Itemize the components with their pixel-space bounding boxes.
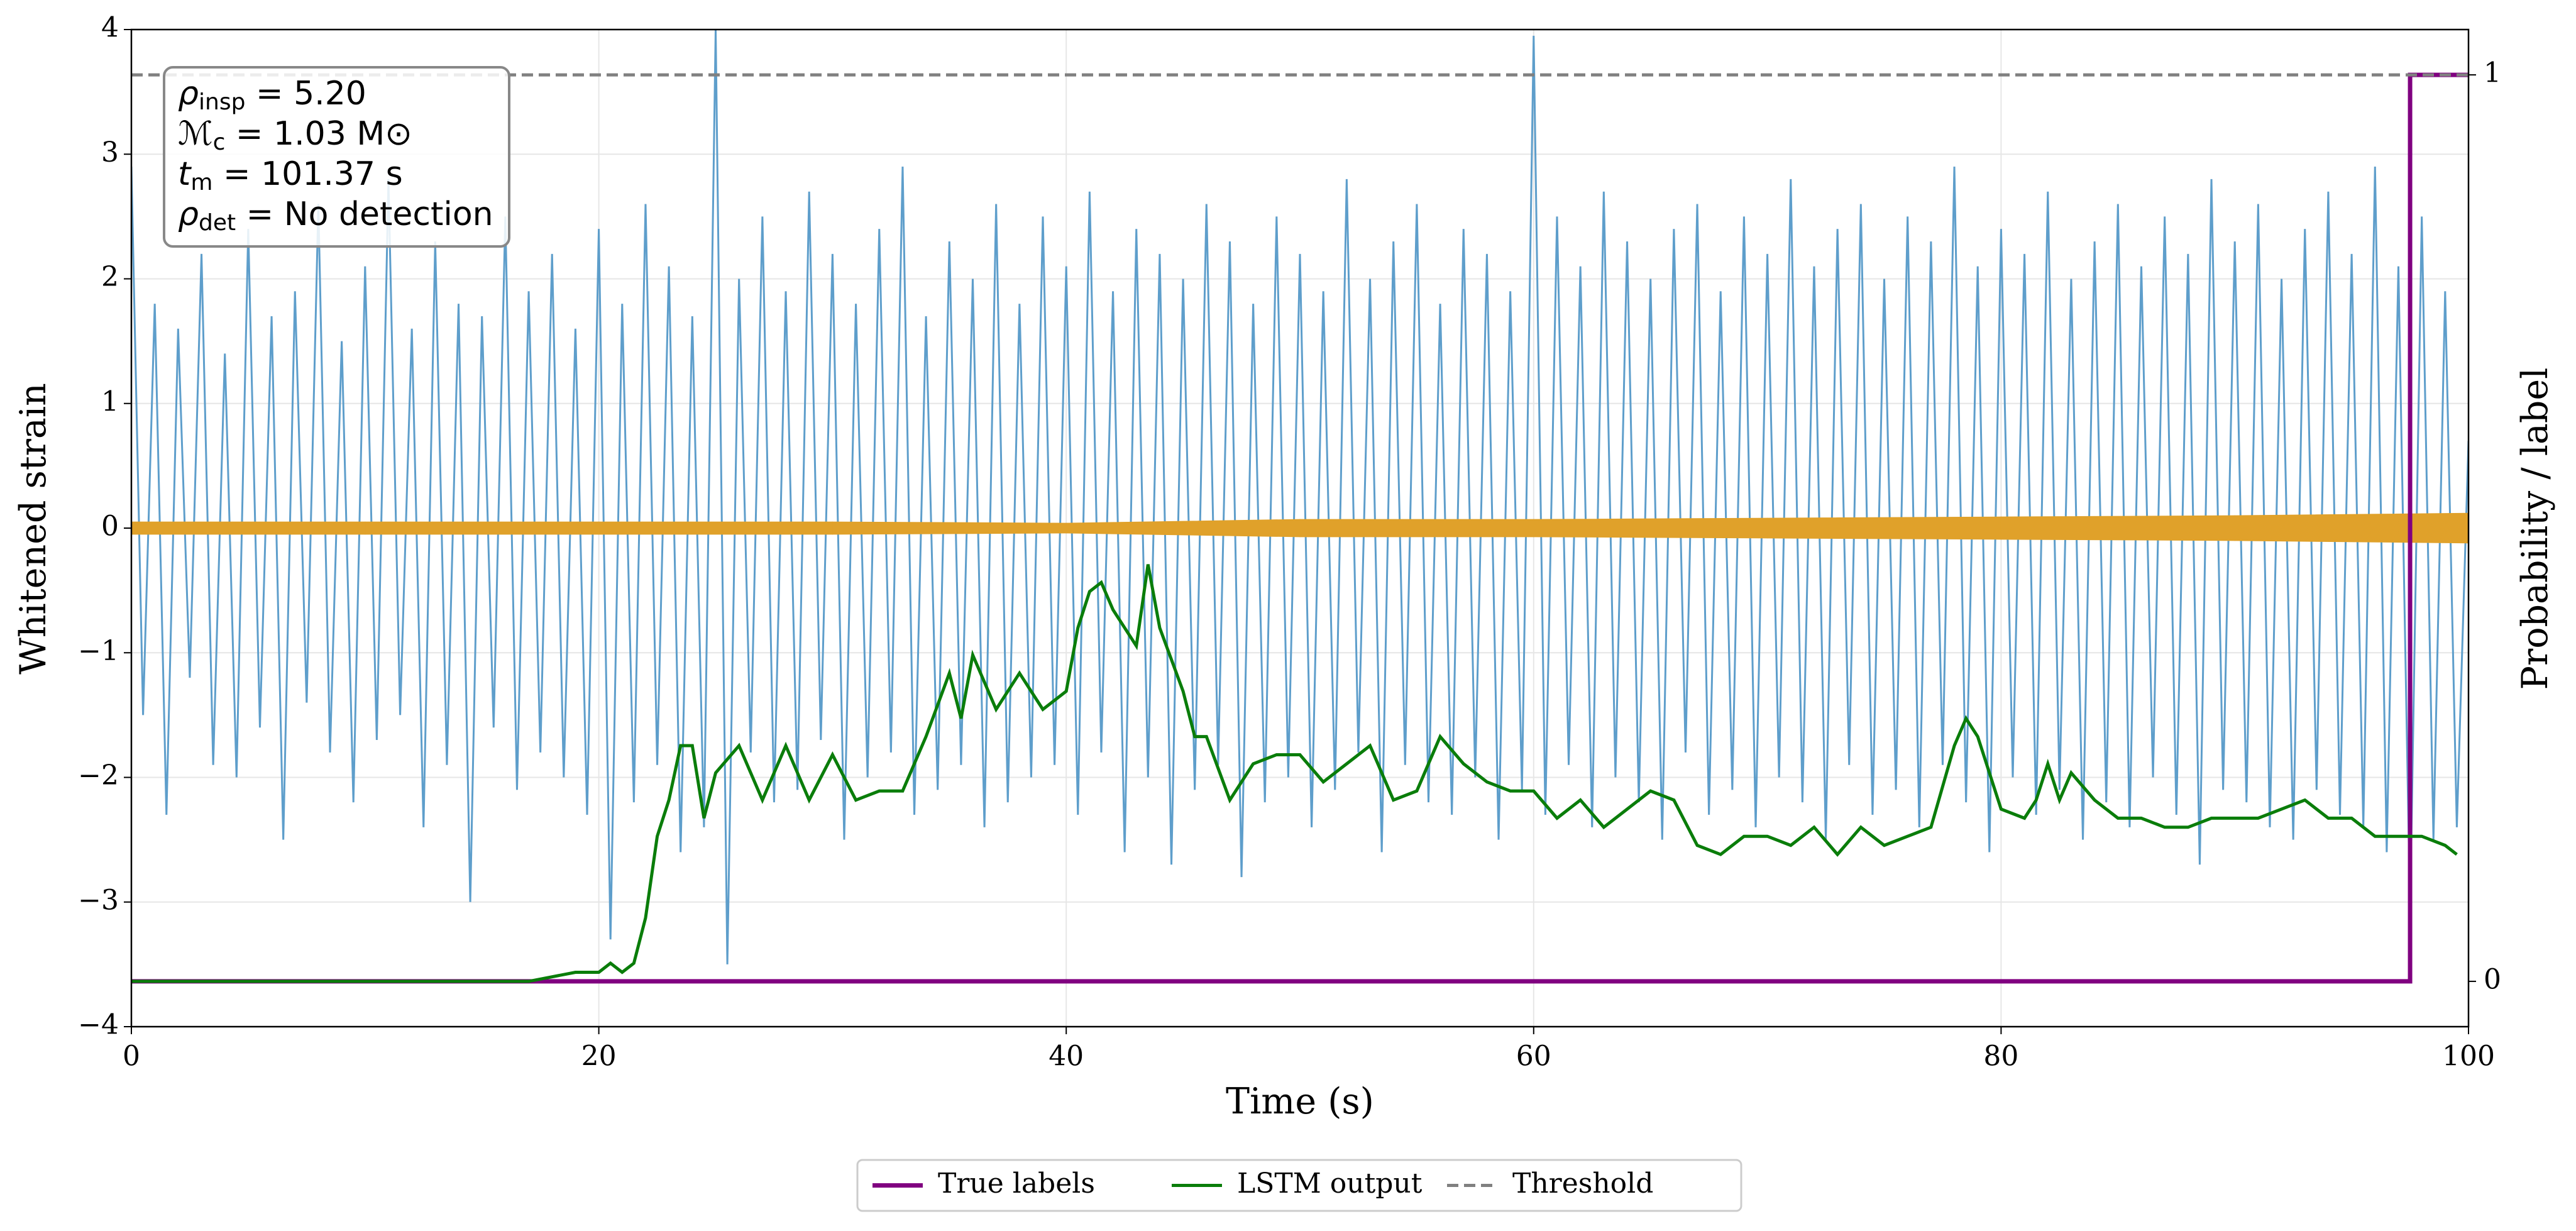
annotation-value: = 101.37 s — [212, 155, 402, 193]
y-tick-label: 2 — [101, 261, 119, 293]
annotation-symbol: ρ — [178, 75, 199, 113]
y-tick-label: 1 — [101, 385, 119, 417]
annotation-line: tm = 101.37 s — [178, 155, 403, 196]
annotation-subscript: m — [190, 170, 212, 196]
signal-band — [2000, 515, 2235, 541]
legend-label: True labels — [938, 1168, 1095, 1200]
annotation-value: = 1.03 M⊙ — [225, 115, 412, 153]
y-axis-label: Whitened strain — [13, 383, 54, 675]
x-axis-label: Time (s) — [1226, 1081, 1374, 1122]
series-line — [131, 72, 2469, 984]
y2-tick-label: 0 — [2484, 963, 2501, 995]
x-tick-label: 60 — [1516, 1041, 1551, 1073]
x-tick-label: 40 — [1049, 1041, 1084, 1073]
y-tick-label: 4 — [101, 12, 119, 44]
x-tick-label: 0 — [123, 1041, 140, 1073]
signal-band — [832, 521, 1067, 535]
signal-band — [1533, 517, 1768, 539]
legend: True labels LSTM output Threshold — [856, 1159, 1742, 1212]
series-line — [131, 564, 2458, 983]
y-tick-label: 0 — [101, 511, 119, 543]
x-tick-label: 100 — [2442, 1041, 2495, 1073]
y-tick-label: −4 — [78, 1009, 119, 1041]
annotation-symbol: t — [178, 155, 192, 193]
annotation-box — [163, 66, 510, 248]
annotation-subscript: c — [213, 130, 226, 155]
signal-band — [131, 521, 366, 535]
signal-band — [1299, 519, 1534, 538]
annotation-symbol: ρ — [178, 196, 199, 233]
annotation-line: ρinsp = 5.20 — [178, 75, 366, 115]
y-tick-label: 3 — [101, 136, 119, 168]
signal-band — [1065, 519, 1301, 538]
x-tick-label: 80 — [1983, 1041, 2018, 1073]
y2-tick-label: 1 — [2484, 57, 2501, 89]
plot-area — [131, 30, 2469, 984]
plot-frame — [130, 28, 2470, 1028]
annotation-subscript: det — [199, 210, 236, 236]
signal-band — [1767, 516, 2001, 540]
signal-band — [2234, 512, 2469, 544]
annotation-value: = 5.20 — [245, 75, 366, 113]
legend-label: Threshold — [1512, 1168, 1653, 1200]
y-tick-label: −1 — [78, 635, 119, 667]
annotation-subscript: insp — [199, 89, 245, 115]
y-tick-label: −3 — [78, 884, 119, 916]
annotation-symbol: ℳ — [178, 115, 213, 153]
strain-line — [131, 30, 2469, 964]
annotation-line: ρdet = No detection — [178, 196, 493, 236]
y-tick-label: −2 — [78, 759, 119, 792]
legend-label: LSTM output — [1237, 1168, 1423, 1200]
legend-box — [856, 1159, 1742, 1212]
y2-axis-label: Probability / label — [2514, 368, 2556, 690]
signal-band — [365, 521, 600, 535]
annotation-line: ℳc = 1.03 M⊙ — [178, 115, 412, 155]
annotation-value: = No detection — [236, 196, 493, 233]
x-tick-label: 20 — [581, 1041, 617, 1073]
signal-band — [598, 521, 833, 535]
